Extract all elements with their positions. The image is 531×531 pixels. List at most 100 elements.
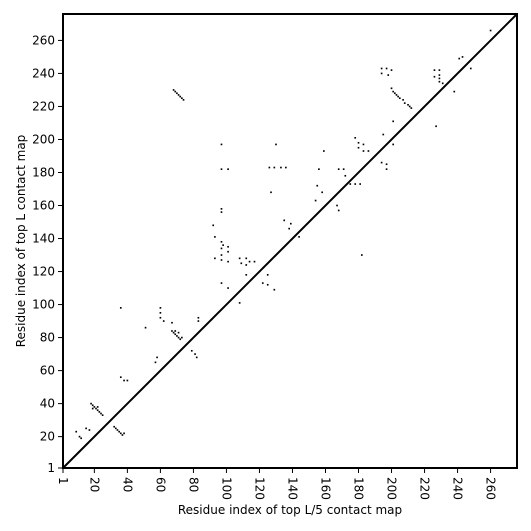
contact-point-upper-left (402, 99, 404, 101)
contact-point-upper-left (453, 90, 456, 93)
contact-point-upper-left (227, 260, 229, 263)
x-tick-label: 160 (318, 477, 332, 500)
contact-point-lower-right (93, 406, 96, 408)
contact-point-upper-left (433, 69, 436, 71)
contact-point-upper-left (441, 82, 444, 85)
contact-point-upper-left (290, 222, 292, 225)
contact-point-upper-left (433, 75, 436, 78)
y-axis-label: Residue index of top L contact map (14, 135, 28, 348)
contact-point-lower-right (179, 338, 182, 341)
contact-point-upper-left (410, 107, 413, 109)
y-tick-label: 240 (32, 66, 55, 80)
contact-point-upper-left (174, 90, 177, 93)
y-tick-label: 160 (32, 199, 55, 213)
contact-point-upper-left (438, 74, 441, 76)
x-tick-label: 200 (385, 477, 399, 500)
contact-point-upper-left (220, 247, 223, 250)
contact-point-upper-left (316, 184, 319, 187)
contact-point-lower-right (90, 402, 92, 405)
contact-point-upper-left (176, 92, 178, 95)
contact-point-upper-left (380, 161, 383, 164)
contact-point-upper-left (323, 150, 325, 152)
contact-point-upper-left (227, 250, 229, 253)
contact-point-upper-left (392, 120, 395, 123)
contact-point-upper-left (253, 260, 256, 263)
y-tick-label: 260 (32, 33, 55, 47)
contact-point-upper-left (382, 133, 385, 136)
contact-point-upper-left (349, 183, 352, 185)
contact-point-upper-left (395, 94, 398, 96)
contact-point-lower-right (100, 412, 102, 415)
contact-point-lower-right (177, 336, 180, 339)
contact-point-upper-left (238, 257, 241, 260)
contact-point-upper-left (214, 257, 216, 260)
contact-point-lower-right (154, 361, 157, 364)
contact-point-upper-left (261, 282, 264, 284)
contact-point-upper-left (336, 204, 338, 207)
x-tick-label: 220 (418, 477, 432, 500)
contact-point-upper-left (390, 87, 393, 90)
y-tick-label: 140 (32, 232, 55, 246)
contact-point-upper-left (337, 168, 340, 171)
x-tick-label: 20 (87, 477, 101, 492)
contact-point-lower-right (91, 404, 94, 407)
contact-point-upper-left (321, 191, 324, 194)
contact-point-upper-left (220, 254, 223, 256)
x-tick-label: 40 (120, 477, 134, 492)
contact-point-upper-left (403, 102, 406, 104)
contact-point-lower-right (119, 376, 122, 379)
contact-point-lower-right (171, 330, 173, 332)
contact-point-upper-left (245, 274, 248, 276)
contact-point-lower-right (195, 356, 198, 359)
contact-point-upper-left (458, 57, 461, 60)
contact-point-upper-left (240, 262, 243, 265)
contact-point-upper-left (227, 245, 229, 248)
contact-point-lower-right (194, 353, 196, 355)
contact-point-upper-left (280, 166, 282, 169)
contact-point-upper-left (380, 72, 383, 75)
contact-point-upper-left (342, 168, 345, 171)
contact-point-upper-left (181, 97, 183, 100)
contact-point-upper-left (438, 80, 441, 83)
contact-point-upper-left (438, 69, 441, 71)
contact-point-upper-left (268, 166, 271, 169)
x-tick-label: 80 (186, 477, 200, 492)
y-tick-label: 120 (32, 265, 55, 279)
contact-point-upper-left (220, 211, 223, 213)
contact-point-upper-left (385, 67, 388, 70)
contact-point-upper-left (354, 183, 357, 185)
contact-point-lower-right (91, 407, 94, 410)
contact-point-lower-right (174, 333, 177, 336)
contact-point-upper-left (220, 241, 223, 243)
contact-point-lower-right (190, 349, 193, 352)
contact-point-lower-right (118, 430, 120, 433)
contact-point-lower-right (80, 437, 82, 440)
contact-point-lower-right (177, 331, 180, 334)
contact-point-upper-left (380, 67, 383, 70)
x-tick-label: 120 (252, 477, 266, 500)
contact-point-lower-right (113, 425, 116, 428)
contact-point-upper-left (275, 143, 277, 146)
contact-point-upper-left (270, 191, 272, 194)
contact-point-upper-left (407, 103, 409, 106)
x-axis-ticks: 1 20 40 60 80 100 120 140 160 180 200 220 240 260 (56, 468, 498, 500)
contact-point-lower-right (96, 409, 99, 412)
x-tick-label: 100 (219, 477, 233, 500)
contact-point-upper-left (392, 143, 395, 146)
y-tick-label: 200 (32, 132, 55, 146)
contact-point-upper-left (227, 287, 229, 289)
contact-point-lower-right (176, 335, 178, 337)
contact-point-lower-right (156, 356, 158, 359)
contact-point-upper-left (283, 219, 286, 222)
contact-point-lower-right (144, 326, 147, 329)
contact-point-upper-left (435, 125, 437, 128)
contact-point-upper-left (220, 207, 223, 210)
contact-point-upper-left (344, 174, 347, 177)
contact-point-upper-left (357, 146, 360, 149)
plot-frame (62, 13, 518, 469)
contact-point-lower-right (78, 435, 81, 438)
contact-point-upper-left (214, 236, 216, 238)
contact-point-upper-left (362, 150, 365, 152)
contact-point-lower-right (96, 406, 99, 408)
